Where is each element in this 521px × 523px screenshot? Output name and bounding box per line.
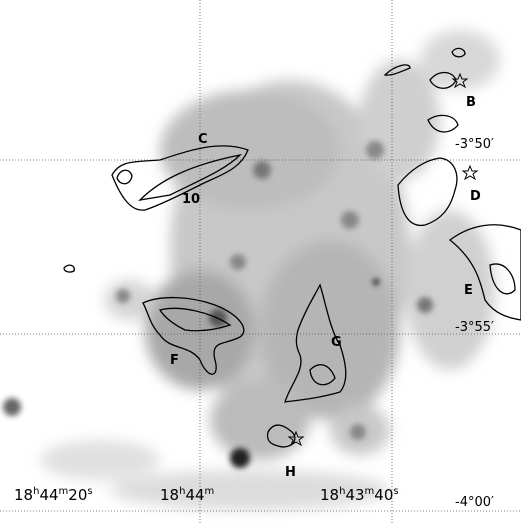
star-markers: [287, 72, 479, 447]
dec-label: -3°55′: [455, 320, 494, 335]
labels: B C D E F G H 10 -3°50′ -3°55′ -4°00′: [170, 95, 494, 510]
bright-knots: [3, 141, 433, 468]
ra-label: 18h44m20s: [14, 486, 93, 504]
ra-unit: h: [339, 486, 345, 497]
ra-unit: m: [365, 486, 375, 497]
ra-value: 43: [345, 486, 364, 504]
source-label: B: [466, 95, 476, 110]
ra-unit: s: [87, 486, 92, 497]
source-label: H: [285, 465, 296, 480]
dec-label: -3°50′: [455, 137, 494, 152]
ra-value: 18: [320, 486, 339, 504]
ra-unit: h: [179, 486, 185, 497]
ra-unit: h: [33, 486, 39, 497]
source-label: E: [464, 283, 473, 298]
ra-unit: m: [59, 486, 69, 497]
contours: [63, 47, 521, 448]
ra-value: 20: [68, 486, 87, 504]
source-label: 10: [182, 192, 200, 207]
ra-value: 18: [14, 486, 33, 504]
ra-value: 40: [374, 486, 393, 504]
ra-label: 18h43m40s: [320, 486, 399, 504]
ra-label: 18h44m: [160, 486, 214, 504]
ra-unit: m: [205, 486, 215, 497]
ra-value: 44: [185, 486, 204, 504]
source-label: F: [170, 353, 179, 368]
source-label: C: [198, 132, 208, 147]
ra-value: 44: [39, 486, 58, 504]
source-label: D: [470, 189, 481, 204]
ra-value: 18: [160, 486, 179, 504]
source-label: G: [331, 335, 342, 350]
dec-label: -4°00′: [455, 495, 494, 510]
ra-unit: s: [393, 486, 398, 497]
